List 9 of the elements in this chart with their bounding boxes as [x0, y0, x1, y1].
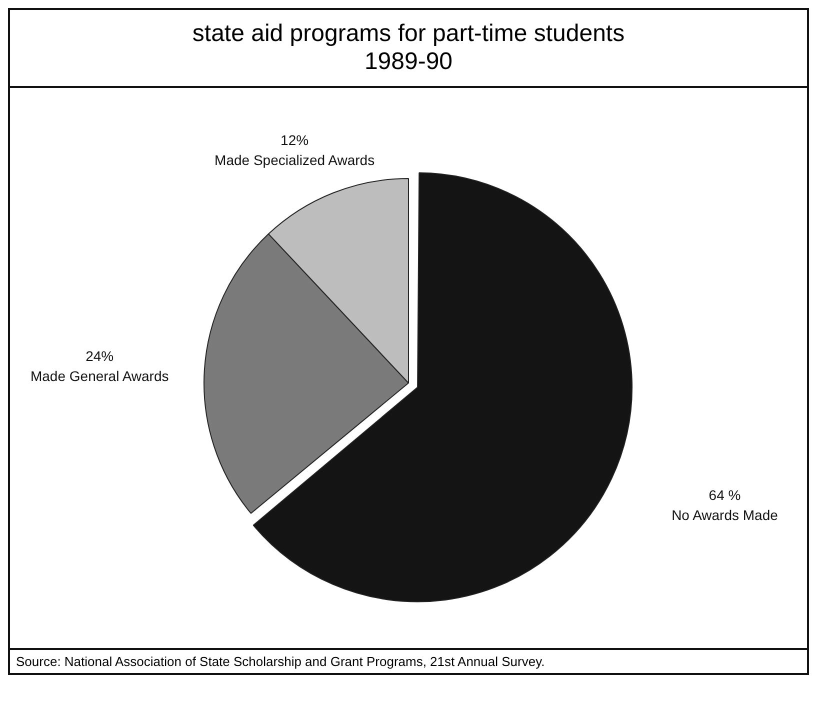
chart-title: state aid programs for part-time students: [191, 20, 626, 48]
chart-subtitle: 1989-90: [363, 48, 454, 76]
slice-label: Made Specialized Awards: [214, 152, 375, 168]
data-label: 64 %: [708, 487, 741, 504]
data-label: 24%: [86, 348, 114, 364]
data-label: 12%: [280, 132, 309, 148]
slice-label: Made General Awards: [30, 368, 169, 384]
source-note: Source: National Association of State Scholarship and Grant Programs, 21st Annual Survey.: [10, 648, 807, 673]
slice-label: No Awards Made: [672, 507, 778, 524]
